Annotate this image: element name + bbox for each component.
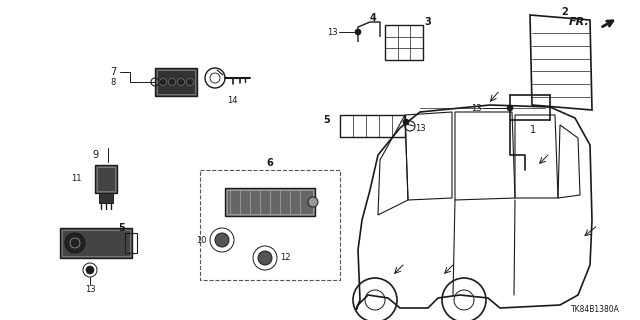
Bar — [62, 230, 130, 256]
Bar — [125, 233, 137, 253]
Text: 7: 7 — [109, 67, 116, 77]
Circle shape — [86, 266, 94, 274]
Bar — [155, 68, 197, 96]
Text: 13: 13 — [472, 103, 482, 113]
Bar — [157, 70, 195, 94]
Text: 13: 13 — [84, 285, 95, 294]
Circle shape — [159, 78, 166, 85]
Bar — [385, 25, 423, 60]
Circle shape — [65, 233, 85, 253]
Circle shape — [215, 233, 229, 247]
Text: FR.: FR. — [569, 17, 590, 27]
Bar — [340, 115, 405, 137]
Text: TK84B1380A: TK84B1380A — [571, 305, 620, 314]
Circle shape — [355, 29, 361, 35]
Bar — [200, 170, 340, 280]
Circle shape — [507, 105, 513, 111]
Circle shape — [403, 119, 409, 125]
Circle shape — [258, 251, 272, 265]
Text: 14: 14 — [227, 95, 237, 105]
Bar — [227, 190, 313, 214]
Text: 10: 10 — [196, 236, 207, 244]
Text: 13: 13 — [415, 124, 426, 132]
Text: 13: 13 — [328, 28, 338, 36]
Text: 8: 8 — [111, 77, 116, 86]
Text: 11: 11 — [72, 173, 82, 182]
Text: 5: 5 — [323, 115, 330, 125]
Text: 4: 4 — [370, 13, 376, 23]
Circle shape — [186, 78, 193, 85]
Text: 2: 2 — [562, 7, 568, 17]
Bar — [97, 167, 115, 191]
Circle shape — [177, 78, 184, 85]
Circle shape — [308, 197, 318, 207]
Text: 1: 1 — [530, 125, 536, 135]
Bar — [225, 188, 315, 216]
Text: 9: 9 — [92, 150, 98, 160]
Bar — [60, 228, 132, 258]
Bar — [99, 193, 113, 203]
Bar — [95, 165, 117, 193]
Text: 12: 12 — [280, 253, 291, 262]
Text: 5: 5 — [118, 223, 125, 233]
Circle shape — [168, 78, 175, 85]
Text: 3: 3 — [424, 17, 431, 27]
Text: 6: 6 — [267, 158, 273, 168]
